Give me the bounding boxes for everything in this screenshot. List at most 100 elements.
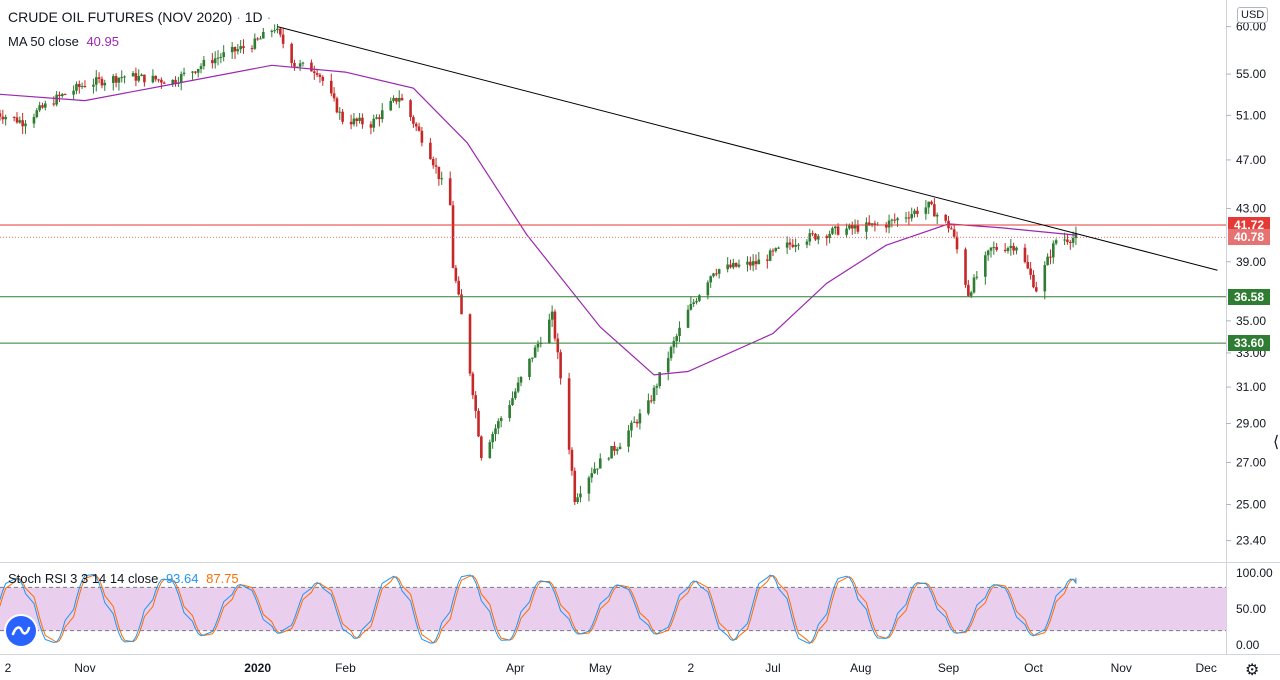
time-tick-label: Oct — [1024, 661, 1043, 675]
price-tick-label: 55.00 — [1236, 67, 1266, 81]
candle-body — [41, 105, 44, 108]
candle-body — [675, 336, 679, 342]
interval-label: 1D — [244, 9, 263, 25]
candle-body — [774, 248, 778, 251]
candle-body — [814, 233, 817, 240]
candle-body — [276, 28, 279, 31]
candle-body — [202, 60, 206, 67]
candle-body — [805, 241, 809, 245]
candle-body — [729, 264, 732, 268]
candle-body — [972, 277, 976, 293]
candle-body — [749, 261, 752, 266]
candle-body — [256, 38, 259, 40]
time-axis[interactable]: 2 Nov 2020 Feb Apr May 2 Jul Aug Sep Oct Nov Dec — [0, 655, 1280, 680]
candle-body — [434, 165, 438, 167]
stoch-legend[interactable]: Stoch RSI 3 3 14 14 close 93.64 87.75 — [8, 571, 239, 586]
candle-body — [262, 31, 265, 39]
candle-body — [732, 262, 735, 268]
price-tick-label: 51.00 — [1236, 108, 1266, 122]
price-tick-label: 27.00 — [1236, 455, 1266, 469]
candle-body — [570, 449, 574, 471]
candle-body — [1063, 239, 1066, 241]
time-tick-label: Nov — [74, 661, 95, 675]
candle-body — [757, 259, 761, 265]
ma-legend[interactable]: MA 50 close 40.95 — [8, 34, 119, 49]
candle-body — [72, 90, 75, 95]
candle-body — [310, 62, 313, 72]
ma50-line — [0, 64, 1076, 376]
ma-value: 40.95 — [86, 34, 119, 49]
candle-body — [58, 94, 61, 97]
candle-body — [989, 247, 993, 251]
candle-body — [950, 228, 953, 230]
candle-body — [18, 120, 22, 123]
time-tick-label: 2 — [5, 661, 12, 675]
candle-body — [92, 84, 95, 87]
candle-body — [100, 78, 104, 86]
candle-body — [329, 80, 333, 94]
candle-body — [454, 267, 458, 281]
candle-body — [986, 250, 990, 256]
time-tick-label: Sep — [938, 661, 960, 675]
candle-body — [836, 226, 840, 235]
candle-body — [726, 264, 729, 270]
candle-body — [32, 116, 36, 124]
candle-body — [409, 100, 412, 118]
candle-body — [556, 338, 560, 353]
tradingview-logo-icon[interactable] — [6, 616, 36, 646]
currency-button[interactable]: USD — [1237, 7, 1269, 23]
candle-body — [573, 470, 577, 503]
candle-body — [451, 205, 455, 268]
candle-body — [279, 28, 282, 35]
candle-body — [460, 294, 463, 315]
price-tick-label: 60.00 — [1236, 20, 1266, 34]
candle-body — [669, 347, 673, 359]
price-level-tag: 41.72 — [1228, 216, 1270, 233]
candle-body — [140, 74, 143, 77]
candle-body — [698, 295, 701, 301]
candle-body — [236, 49, 240, 52]
candle-body — [1034, 287, 1038, 292]
candle-body — [1026, 262, 1030, 269]
candle-body — [4, 116, 7, 120]
candle-body — [746, 261, 749, 265]
price-tick-label: 29.00 — [1236, 416, 1266, 430]
stoch-k-line — [0, 573, 1077, 644]
candle-body — [341, 111, 344, 122]
trendline[interactable] — [277, 26, 1218, 271]
candle-body — [117, 77, 121, 83]
candle-body — [233, 47, 237, 52]
candle-body — [856, 225, 860, 232]
candle-body — [678, 327, 681, 337]
candle-body — [1071, 237, 1075, 243]
stoch-d-value: 87.75 — [206, 571, 239, 586]
candle-body — [120, 77, 124, 79]
stoch-d-line — [0, 574, 1077, 644]
settings-gear-icon[interactable]: ⚙ — [1245, 662, 1260, 679]
candle-body — [134, 73, 138, 81]
candle-body — [618, 446, 622, 450]
time-tick-label: Nov — [1111, 661, 1132, 675]
candle-body — [706, 282, 710, 296]
candle-body — [1046, 256, 1049, 266]
candle-body — [916, 210, 919, 214]
candle-body — [474, 395, 477, 411]
candle-body — [273, 30, 276, 32]
symbol-legend[interactable]: CRUDE OIL FUTURES (NOV 2020) · 1D · — [8, 9, 271, 25]
candle-body — [788, 242, 792, 245]
candle-body — [964, 249, 967, 285]
candle-body — [355, 118, 359, 121]
candle-body — [21, 120, 24, 127]
price-tick-label: 25.00 — [1236, 497, 1266, 511]
candles — [0, 23, 1078, 506]
drag-handle-icon[interactable]: ⟨ — [1273, 434, 1280, 451]
candle-body — [910, 214, 914, 219]
candle-body — [80, 86, 84, 88]
candle-body — [975, 276, 979, 278]
candle-body — [318, 74, 322, 77]
candle-body — [791, 244, 795, 247]
candle-body — [907, 217, 911, 219]
candle-body — [114, 76, 118, 83]
stoch-rsi-pane[interactable]: 100.00 50.00 0.00 — [0, 563, 1280, 655]
price-chart[interactable]: 60.0055.0051.0047.0043.0039.0035.0033.00… — [0, 0, 1280, 563]
